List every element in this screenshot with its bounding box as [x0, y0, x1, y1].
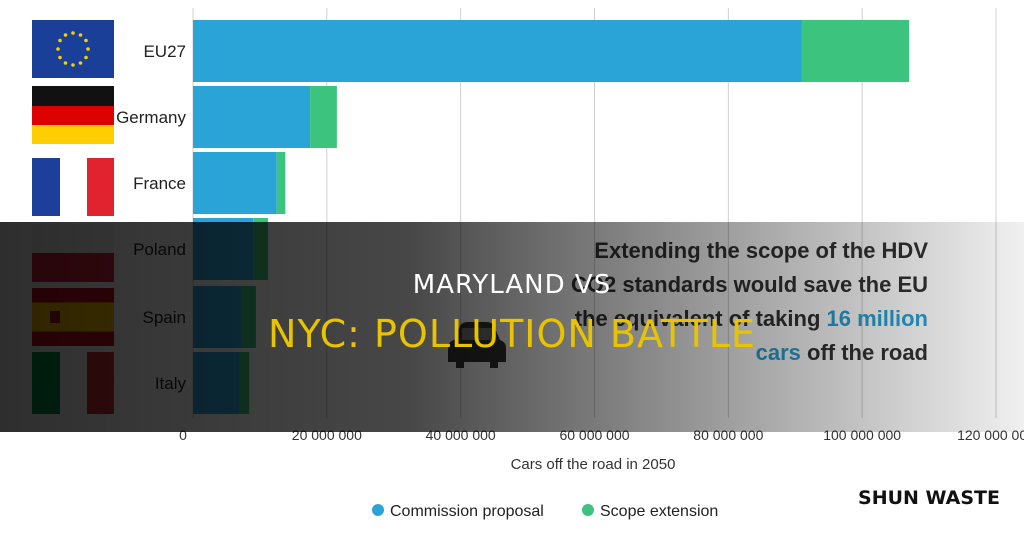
- bar-italy-commission: [193, 352, 240, 414]
- poland-flag: [32, 224, 114, 282]
- italy-flag: [32, 352, 114, 414]
- legend-label-scope: Scope extension: [600, 503, 718, 520]
- category-label-italy: Italy: [155, 374, 187, 393]
- germany-flag: [32, 86, 114, 144]
- x-tick-label-2: 40 000 000: [426, 427, 496, 443]
- x-tick-label-5: 100 000 000: [823, 427, 901, 443]
- annotation-highlight-million: 16 million: [826, 306, 928, 331]
- bar-germany-commission: [193, 86, 311, 148]
- x-tick-label-3: 60 000 000: [559, 427, 629, 443]
- annotation-line-2: CO2 standards would save the EU: [571, 272, 928, 297]
- x-tick-label-6: 120 000 000: [957, 427, 1024, 443]
- legend: Commission proposal Scope extension: [372, 503, 718, 520]
- bar-poland-scope: [253, 218, 268, 280]
- legend-marker-scope: [582, 504, 594, 516]
- annotation-line-4-suffix: off the road: [807, 340, 928, 365]
- legend-label-commission: Commission proposal: [390, 503, 544, 520]
- bar-italy-scope: [239, 352, 250, 414]
- bar-germany-scope: [310, 86, 337, 148]
- car-icon: [448, 322, 506, 368]
- bar-eu27-commission: [193, 20, 802, 82]
- france-flag: [32, 158, 114, 216]
- x-axis-label: Cars off the road in 2050: [511, 456, 676, 473]
- x-tick-label-4: 80 000 000: [693, 427, 763, 443]
- spain-flag: [32, 288, 114, 346]
- bar-eu27-scope: [801, 20, 910, 82]
- eu-flag: [32, 20, 114, 78]
- annotation-line-1: Extending the scope of the HDV: [594, 238, 928, 263]
- x-tick-label-0: 0: [179, 427, 187, 443]
- category-label-poland: Poland: [133, 240, 186, 259]
- x-tick-label-1: 20 000 000: [292, 427, 362, 443]
- category-label-eu27: EU27: [143, 42, 186, 61]
- bar-france-commission: [193, 152, 277, 214]
- category-label-france: France: [133, 174, 186, 193]
- legend-marker-commission: [372, 504, 384, 516]
- annotation-highlight-cars: cars: [755, 340, 801, 365]
- annotation-line-4: cars off the road: [571, 336, 928, 370]
- annotation-line-3: the equivalent of taking 16 million: [571, 302, 928, 336]
- annotation-line-3-prefix: the equivalent of taking: [574, 306, 821, 331]
- bar-france-scope: [276, 152, 286, 214]
- category-label-germany: Germany: [116, 108, 186, 127]
- bar-spain-scope: [241, 286, 256, 348]
- annotation-text: Extending the scope of the HDV CO2 stand…: [571, 234, 928, 370]
- category-label-spain: Spain: [143, 308, 186, 327]
- bar-poland-commission: [193, 218, 254, 280]
- bar-spain-commission: [193, 286, 242, 348]
